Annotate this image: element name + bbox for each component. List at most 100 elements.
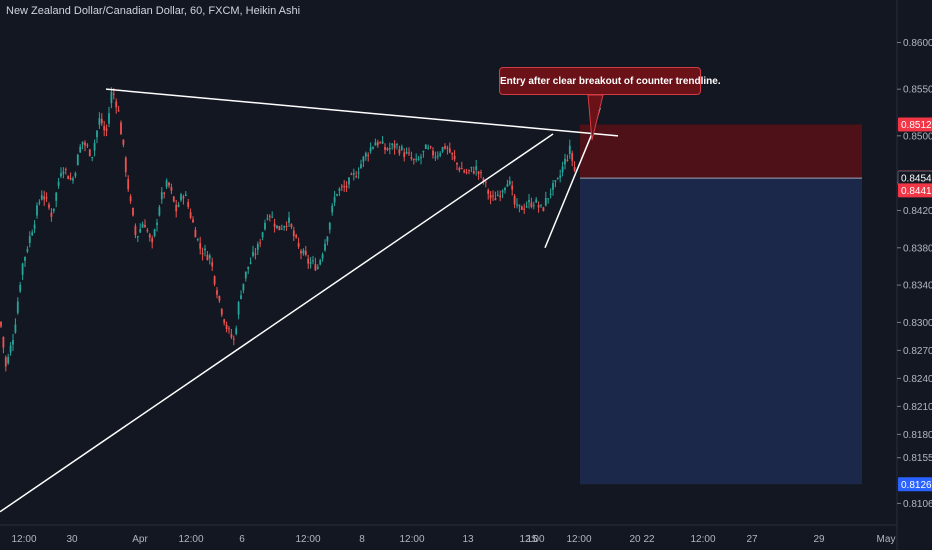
candle-body [307,258,310,264]
candle-body [26,249,29,252]
x-tick-label: 12:00 [566,534,591,545]
x-tick-label: 12:00 [11,534,36,545]
candle-body [556,178,559,180]
candle-body [156,222,158,226]
candle-body [141,224,144,228]
candle-body [465,172,468,174]
candle-body [424,144,427,150]
trendline-3[interactable] [544,130,594,249]
take-profit-zone[interactable] [580,178,862,485]
candle-body [552,183,554,190]
x-tick-label: 8 [359,534,365,545]
candle-body [367,155,370,157]
candle-body [52,208,55,212]
candle-body [16,301,19,313]
candle-body [484,181,487,183]
candle-body [333,196,336,203]
candle-body [460,168,463,170]
candle-body [388,147,391,150]
candle-body [283,226,286,228]
candle-body [513,195,516,205]
candle-body [290,224,293,228]
candle-body [48,204,50,208]
candle-body [405,151,408,154]
price-axis[interactable]: 0.860000.855000.850000.845000.842000.838… [896,0,932,550]
x-tick-label: 6 [239,534,245,545]
candle-body [571,153,574,161]
candle-body [396,144,398,146]
candle-body [86,144,89,146]
candle-body [542,207,545,212]
candle-body [532,205,535,207]
candle-body [38,202,41,204]
candle-body [105,128,108,131]
candle-body [256,244,259,250]
candle-body [549,193,552,195]
candle-body [316,266,319,269]
candle-body [328,222,331,230]
candle-body [561,166,564,173]
candle-body [384,147,386,150]
candle-body [408,152,410,154]
candle-body [43,196,46,200]
candle-body [288,217,290,223]
candle-body [468,169,470,171]
candle-body [100,118,103,124]
x-tick-label: 30 [66,534,78,545]
candle-body [336,194,338,196]
candle-body [31,232,34,236]
candle-body [381,141,384,144]
candle-body [312,260,314,262]
candle-body [331,205,334,213]
candle-body [326,236,329,242]
time-axis[interactable]: 12:00 30 Apr 12:00 6 12:00 8 12:00 13 15 12:00 20 22… [0,524,897,545]
candle-body [261,232,264,238]
candle-body [165,180,168,187]
candle-body [376,142,379,146]
candle-body [391,143,394,146]
candle-body [208,255,211,259]
candle-body [412,158,415,160]
candle-body [280,228,283,230]
chart-title: New Zealand Dollar/Canadian Dollar, 60, … [6,5,301,17]
candle-body [364,152,367,157]
candle-body [470,166,473,169]
stop-loss-zone[interactable] [580,124,862,179]
candle-body [64,169,67,171]
candle-body [151,238,154,243]
x-tick-label: 20 [629,534,641,545]
trendline-2[interactable] [0,133,554,513]
candle-body [4,357,7,367]
candle-body [321,254,324,259]
candle-body [508,180,511,185]
candle-body [96,130,98,138]
candle-body [537,205,540,208]
candle-body [362,156,365,162]
x-tick-label: 15 [526,534,538,545]
candle-body [451,152,454,155]
candle-body [237,302,240,315]
candle-body [148,234,151,238]
candle-body [492,195,494,197]
candle-body [268,215,271,217]
candle-body [264,222,266,230]
candle-body [93,143,96,151]
candle-body [112,93,115,95]
candle-body [355,176,358,178]
candle-body [432,150,434,156]
candle-body [163,192,166,194]
candle-body [372,147,374,149]
candle-body [487,189,490,194]
trendline-1[interactable] [105,88,619,137]
entry-annotation[interactable]: Entry after clear breakout of counter tr… [499,67,721,95]
candle-body [213,276,216,285]
candle-body [427,147,430,149]
candle-body [19,284,22,292]
candle-body [477,171,480,174]
candle-body [436,155,439,157]
